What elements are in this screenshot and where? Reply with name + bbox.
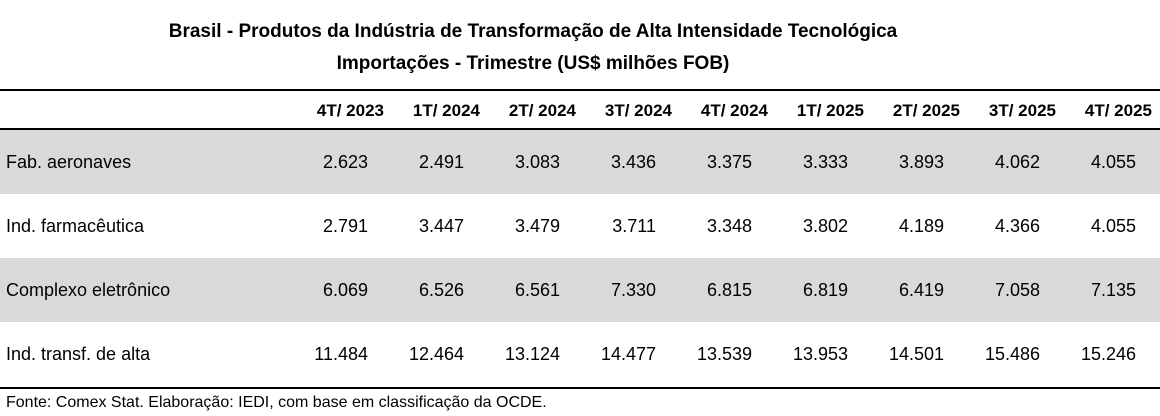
table-cell: 3.893 [898,152,944,172]
table-cell: 13.953 [792,344,848,364]
table-cell: 6.819 [802,280,848,300]
row-label: Fab. aeronaves [6,152,132,172]
table-cell: 7.058 [994,280,1040,300]
table-cell: 3.802 [802,216,848,236]
table-cell: 3.333 [802,152,848,172]
column-header: 4T/ 2025 [1084,101,1152,120]
top-rule [0,89,1160,91]
table-cell: 12.464 [408,344,464,364]
table-cell: 3.375 [706,152,752,172]
table-cell: 14.477 [600,344,656,364]
table-cell: 4.189 [898,216,944,236]
table-cell: 4.366 [994,216,1040,236]
table-cell: 3.447 [418,216,464,236]
column-header: 1T/ 2025 [796,101,864,120]
source-note: Fonte: Comex Stat. Elaboração: IEDI, com… [6,394,547,411]
table-cell: 4.055 [1090,152,1136,172]
table-cell: 13.124 [504,344,560,364]
table-cell: 4.062 [994,152,1040,172]
column-header: 2T/ 2024 [508,101,576,120]
table-cell: 6.561 [514,280,560,300]
table-cell: 6.069 [322,280,368,300]
table-cell: 11.484 [314,344,368,364]
table-cell: 7.330 [610,280,656,300]
table-row: Complexo eletrônico 6.069 6.526 6.561 7.330 6… [0,258,1160,322]
column-header: 2T/ 2025 [892,101,960,120]
table-title: Brasil - Produtos da Indústria de Transf… [168,21,898,42]
table-cell: 13.539 [696,344,752,364]
table-row: Ind. transf. de alta 11.484 12.464 13.124 14… [0,322,1160,386]
table-cell: 15.486 [984,344,1040,364]
table-cell: 3.479 [514,216,560,236]
table-subtitle: Importações - Trimestre (US$ milhões FOB… [336,53,730,74]
table-cell: 2.491 [418,152,464,172]
column-header: 3T/ 2025 [988,101,1056,120]
table-cell: 3.711 [612,216,656,236]
column-header: 1T/ 2024 [412,101,480,120]
row-label: Ind. farmacêutica [6,216,145,236]
table-cell: 6.419 [898,280,944,300]
table-cell: 7.135 [1090,280,1136,300]
row-label: Ind. transf. de alta [6,344,151,364]
table-cell: 3.348 [706,216,752,236]
table-row: Ind. farmacêutica 2.791 3.447 3.479 3.711 3.3… [0,194,1160,258]
column-header: 4T/ 2024 [700,101,768,120]
row-label: Complexo eletrônico [6,280,171,300]
table-cell: 4.055 [1090,216,1136,236]
table-cell: 2.623 [322,152,368,172]
header-row: 4T/ 2023 1T/ 2024 2T/ 2024 3T/ 2024 4T/ 2024… [0,90,1160,130]
column-header: 4T/ 2023 [316,101,384,120]
table-cell: 6.815 [706,280,752,300]
table-row: Fab. aeronaves 2.623 2.491 3.083 3.436 3.375 3… [0,130,1160,194]
table-cell: 3.436 [610,152,656,172]
column-header: 3T/ 2024 [604,101,672,120]
table-cell: 2.791 [322,216,368,236]
table-title-block: Brasil - Produtos da Indústria de Transf… [0,16,1066,80]
table-cell: 15.246 [1080,344,1136,364]
table-cell: 14.501 [888,344,944,364]
bottom-rule [0,387,1160,389]
table-cell: 6.526 [418,280,464,300]
table-cell: 3.083 [514,152,560,172]
